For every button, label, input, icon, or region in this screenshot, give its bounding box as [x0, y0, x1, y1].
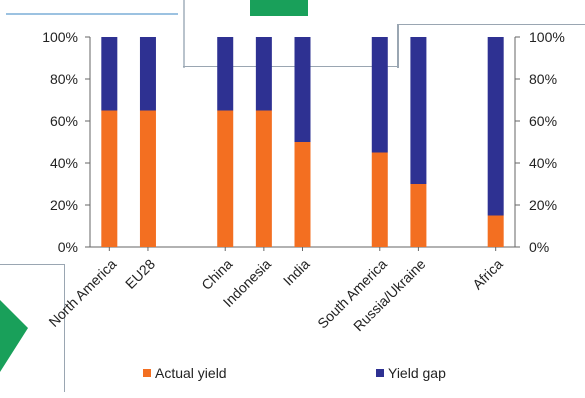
left-divider-h	[0, 264, 64, 265]
legend: Actual yield Yield gap	[143, 365, 446, 381]
y-tick-label-left: 20%	[50, 197, 78, 213]
bar-segment-actual-yield	[139, 110, 156, 247]
panel-divider-right	[397, 24, 399, 68]
bar-segment-actual-yield	[371, 152, 388, 247]
bar-segment-actual-yield	[294, 142, 311, 247]
bar-segment-yield-gap	[255, 37, 272, 111]
legend-label-actual-yield: Actual yield	[155, 365, 227, 381]
x-tick-label: India	[280, 256, 313, 289]
y-tick-label-right: 40%	[529, 155, 557, 171]
bar-segment-yield-gap	[101, 37, 118, 111]
y-tick-label-right: 100%	[529, 29, 565, 45]
bar-segment-yield-gap	[487, 37, 504, 216]
legend-swatch-yield-gap	[376, 369, 384, 377]
bar-segment-yield-gap	[139, 37, 156, 111]
y-tick-label-left: 60%	[50, 113, 78, 129]
green-corner-shape	[0, 300, 28, 372]
panel-divider-left	[183, 0, 185, 68]
plot-area: 0% 20% 40% 60% 80% 100% 0% 20% 40% 60% 80% 100% Nort…	[42, 29, 565, 334]
bar-segment-yield-gap	[371, 37, 388, 153]
bar-segment-yield-gap	[294, 37, 311, 142]
y-tick-label-right: 80%	[529, 71, 557, 87]
y-tick-label-left: 80%	[50, 71, 78, 87]
bar-segment-actual-yield	[101, 110, 118, 247]
legend-swatch-actual-yield	[143, 369, 151, 377]
bar-segment-yield-gap	[217, 37, 234, 111]
panel-divider-top-right	[398, 24, 585, 25]
x-tick-label: North America	[45, 256, 119, 330]
left-divider-v	[64, 264, 65, 392]
x-tick-label: Africa	[469, 256, 506, 293]
bar-segment-actual-yield	[217, 110, 234, 247]
y-tick-label-right: 60%	[529, 113, 557, 129]
panel-divider-bottom	[183, 66, 398, 67]
y-tick-label-left: 40%	[50, 155, 78, 171]
bar-segment-actual-yield	[487, 215, 504, 247]
y-tick-label-left: 0%	[58, 239, 78, 255]
y-tick-label-right: 0%	[529, 239, 549, 255]
x-tick-label: EU28	[122, 256, 158, 292]
y-tick-label-right: 20%	[529, 197, 557, 213]
bar-segment-actual-yield	[410, 184, 427, 247]
bar-segment-yield-gap	[410, 37, 427, 184]
y-tick-label-left: 100%	[42, 29, 78, 45]
legend-label-yield-gap: Yield gap	[388, 365, 446, 381]
top-left-border	[6, 13, 178, 15]
green-tab-shape	[250, 0, 308, 16]
bar-segment-actual-yield	[255, 110, 272, 247]
